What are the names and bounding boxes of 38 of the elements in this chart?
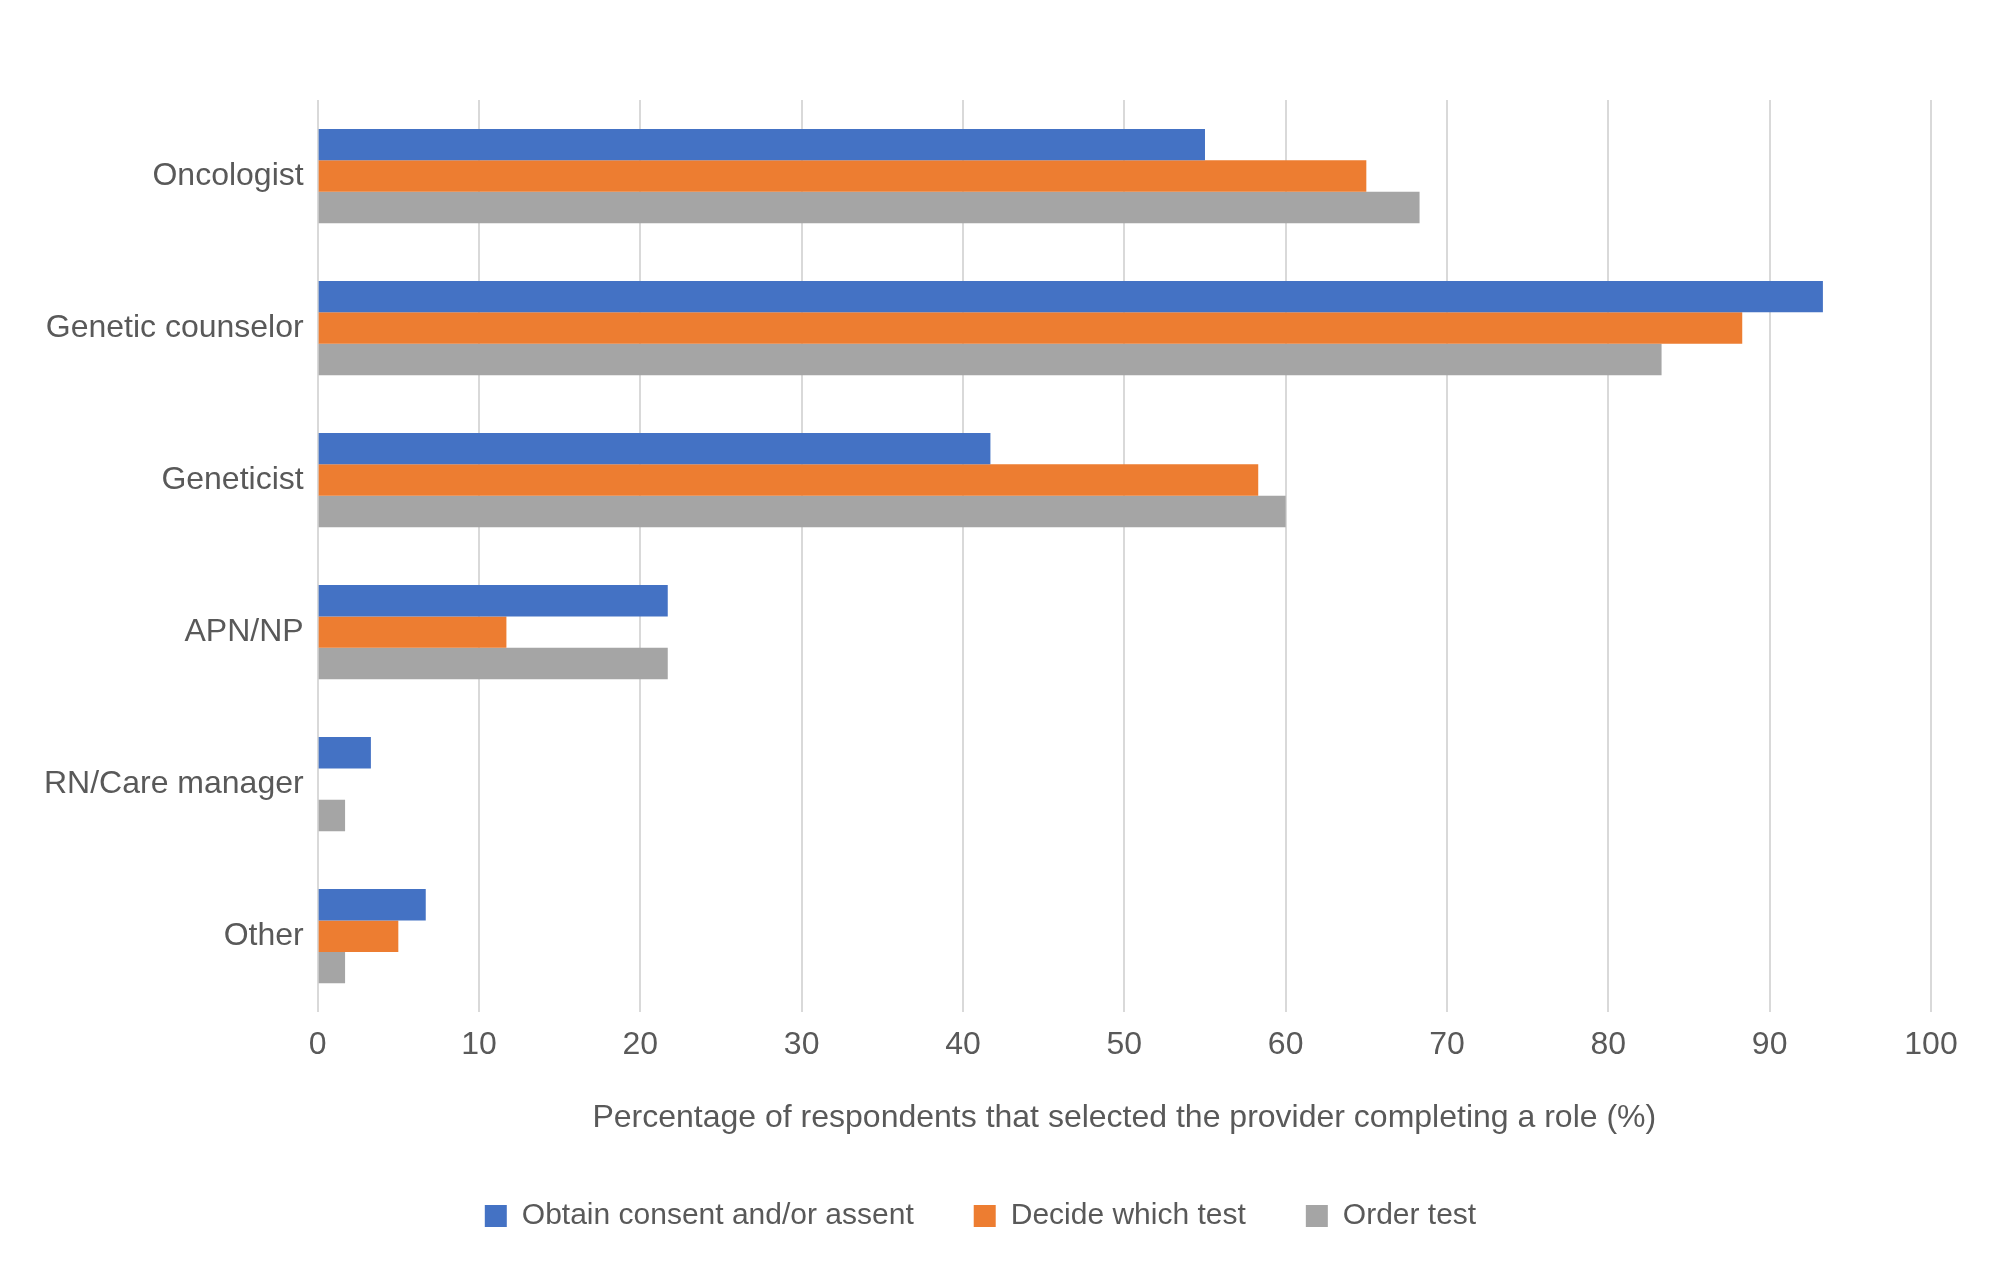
x-tick-label: 30 bbox=[783, 1025, 820, 1062]
x-axis-title: Percentage of respondents that selected the provider completing a role (%) bbox=[592, 1097, 1657, 1134]
bar bbox=[318, 312, 1743, 344]
legend-label: Obtain consent and/or assent bbox=[521, 1197, 915, 1231]
x-tick-label: 10 bbox=[461, 1025, 497, 1062]
y-tick-label: APN/NP bbox=[184, 611, 304, 648]
y-tick-label: Other bbox=[223, 916, 304, 953]
bar bbox=[318, 799, 346, 832]
bar bbox=[318, 951, 346, 984]
bar bbox=[318, 616, 507, 648]
legend-label: Order test bbox=[1342, 1197, 1477, 1231]
bar bbox=[318, 191, 1420, 224]
bar bbox=[318, 889, 426, 921]
bar bbox=[318, 343, 1662, 376]
y-tick-label: Geneticist bbox=[161, 459, 304, 496]
bar bbox=[318, 920, 399, 952]
bar bbox=[318, 647, 668, 680]
y-tick-label: RN/Care manager bbox=[44, 763, 304, 800]
bar bbox=[318, 128, 1205, 161]
bar bbox=[318, 432, 991, 465]
y-tick-label: Oncologist bbox=[152, 155, 304, 192]
y-tick-label: Genetic counselor bbox=[45, 307, 304, 344]
x-tick-label: 70 bbox=[1429, 1025, 1465, 1062]
x-tick-label: 100 bbox=[1904, 1025, 1958, 1062]
bar bbox=[318, 737, 371, 769]
bar bbox=[318, 464, 1259, 496]
bar bbox=[318, 280, 1823, 313]
legend-label: Decide which test bbox=[1010, 1197, 1247, 1231]
x-tick-label: 40 bbox=[945, 1025, 981, 1062]
bar bbox=[318, 160, 1367, 192]
x-tick-label: 90 bbox=[1751, 1025, 1788, 1062]
x-tick-label: 80 bbox=[1590, 1025, 1627, 1062]
bar bbox=[318, 495, 1286, 528]
x-tick-label: 0 bbox=[308, 1025, 327, 1062]
x-tick-label: 60 bbox=[1267, 1025, 1304, 1062]
x-tick-label: 50 bbox=[1106, 1025, 1143, 1062]
bar bbox=[318, 584, 668, 617]
x-tick-label: 20 bbox=[622, 1025, 659, 1062]
